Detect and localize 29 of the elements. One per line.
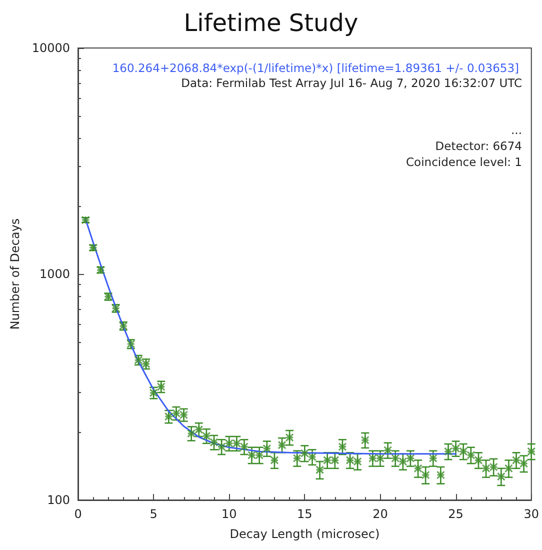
chart-title: Lifetime Study [184,9,358,37]
point [338,442,347,452]
point [330,456,340,464]
annotation: Data: Fermilab Test Array Jul 16- Aug 7, 2020 16:32:07 UTC [181,76,522,90]
x-tick-label: 0 [74,507,82,521]
point [285,433,294,442]
annotation: Detector: 6674 [435,139,522,153]
annotation: Coincidence level: 1 [406,155,522,169]
x-tick-label: 30 [524,507,540,521]
annotation: ... [511,123,522,137]
y-axis-title: Number of Decays [8,218,22,330]
y-tick-label: 100 [47,493,70,507]
point [444,447,452,456]
x-axis-title: Decay Length (microsec) [230,527,380,541]
x-tick-label: 20 [372,507,388,521]
x-tick-label: 5 [150,507,158,521]
x-tick-label: 25 [448,507,464,521]
x-tick-label: 10 [221,507,237,521]
point [436,470,445,480]
point [527,447,536,456]
point [482,464,490,473]
y-tick-label: 1000 [39,267,70,281]
point [368,454,377,463]
x-tick-label: 15 [297,507,312,521]
point [428,454,438,463]
point [360,436,370,444]
point [323,456,332,464]
text: 160.264+2068.84*exp(-(1/lifetime)*x) [lifetime=1.89361 +/- 0.03653] [112,61,519,75]
y-tick-label: 10000 [32,41,70,55]
